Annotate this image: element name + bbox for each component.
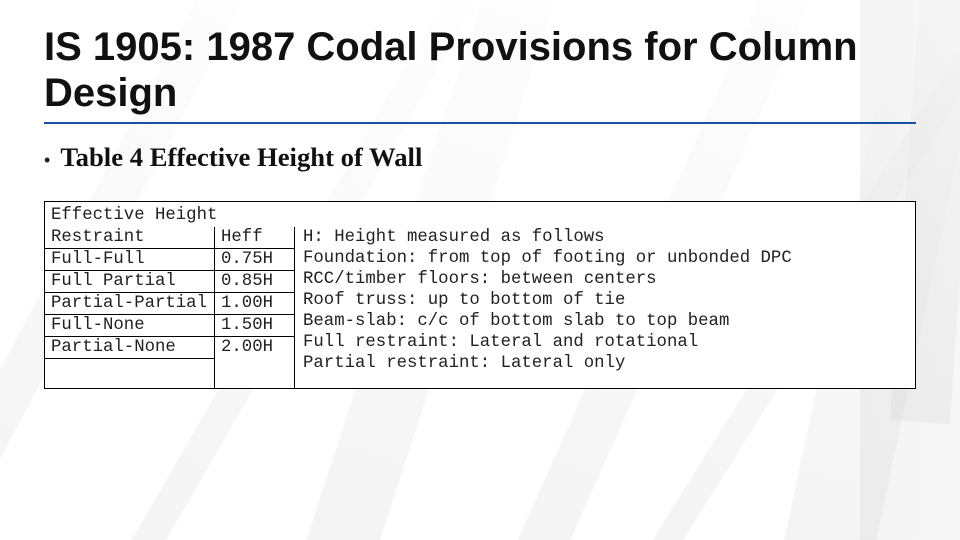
page-title: IS 1905: 1987 Codal Provisions for Colum… xyxy=(44,24,916,116)
col-restraint: Restraint Full-Full Full Partial Partial… xyxy=(45,227,215,388)
bullet-item: • Table 4 Effective Height of Wall xyxy=(44,142,916,173)
bullet-text: Table 4 Effective Height of Wall xyxy=(60,142,422,173)
bullet-marker-icon: • xyxy=(44,151,50,169)
table-cell: Full-None xyxy=(45,315,214,337)
note-line: Beam-slab: c/c of bottom slab to top bea… xyxy=(303,311,907,332)
table-cell: 1.50H xyxy=(215,315,294,337)
title-underline xyxy=(44,122,916,124)
table-cell: Partial-None xyxy=(45,337,214,359)
slide-content: IS 1905: 1987 Codal Provisions for Colum… xyxy=(0,0,960,389)
note-line: H: Height measured as follows xyxy=(303,227,907,248)
table-cell: 2.00H xyxy=(215,337,294,358)
col-header-heff: Heff xyxy=(215,227,294,249)
effective-height-table: Effective Height Restraint Full-Full Ful… xyxy=(44,201,916,389)
note-line: Roof truss: up to bottom of tie xyxy=(303,290,907,311)
col-header-restraint: Restraint xyxy=(45,227,214,249)
table-cell: 0.85H xyxy=(215,271,294,293)
note-line: RCC/timber floors: between centers xyxy=(303,269,907,290)
col-notes: H: Height measured as follows Foundation… xyxy=(295,227,915,388)
table-cell: Full Partial xyxy=(45,271,214,293)
table-caption: Effective Height xyxy=(45,202,915,227)
note-line: Full restraint: Lateral and rotational xyxy=(303,332,907,353)
table-body: Restraint Full-Full Full Partial Partial… xyxy=(45,227,915,388)
table-cell: Full-Full xyxy=(45,249,214,271)
note-line: Partial restraint: Lateral only xyxy=(303,353,907,374)
table-cell: Partial-Partial xyxy=(45,293,214,315)
col-heff: Heff 0.75H 0.85H 1.00H 1.50H 2.00H xyxy=(215,227,295,388)
table-cell: 0.75H xyxy=(215,249,294,271)
note-line: Foundation: from top of footing or unbon… xyxy=(303,248,907,269)
table-cell: 1.00H xyxy=(215,293,294,315)
table-spacer xyxy=(45,359,214,383)
table-spacer xyxy=(215,358,294,382)
